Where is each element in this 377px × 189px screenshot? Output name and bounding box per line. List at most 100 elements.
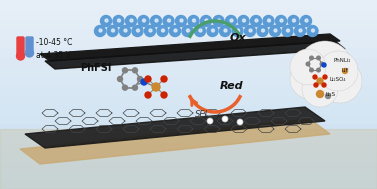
Bar — [0, 170, 377, 180]
Circle shape — [262, 29, 265, 32]
Circle shape — [167, 19, 170, 22]
Circle shape — [141, 79, 147, 85]
Bar — [0, 132, 377, 142]
Circle shape — [318, 59, 362, 103]
Circle shape — [276, 15, 287, 26]
FancyBboxPatch shape — [26, 37, 33, 54]
Circle shape — [342, 68, 348, 74]
Circle shape — [322, 63, 326, 67]
Circle shape — [126, 15, 136, 26]
Circle shape — [124, 29, 127, 32]
Circle shape — [306, 62, 310, 66]
Text: PhFSI: PhFSI — [80, 63, 111, 73]
Circle shape — [250, 15, 262, 26]
Bar — [0, 0, 377, 9]
Bar — [0, 180, 377, 189]
Circle shape — [290, 49, 326, 85]
Circle shape — [195, 26, 205, 36]
Circle shape — [290, 59, 330, 99]
Circle shape — [318, 51, 358, 91]
Circle shape — [222, 116, 228, 122]
Circle shape — [145, 76, 151, 82]
Circle shape — [305, 19, 308, 22]
Circle shape — [101, 15, 112, 26]
Circle shape — [130, 19, 133, 22]
Circle shape — [170, 26, 181, 36]
Circle shape — [224, 29, 227, 32]
Bar — [0, 57, 377, 66]
Circle shape — [317, 78, 323, 84]
Bar — [0, 66, 377, 76]
Circle shape — [182, 26, 193, 36]
Circle shape — [161, 92, 167, 98]
Circle shape — [123, 85, 127, 90]
Circle shape — [207, 118, 213, 124]
Bar — [0, 94, 377, 104]
Circle shape — [287, 29, 290, 32]
Circle shape — [138, 15, 149, 26]
Circle shape — [300, 15, 311, 26]
Circle shape — [320, 62, 324, 66]
Text: Red: Red — [220, 81, 244, 91]
Circle shape — [99, 29, 102, 32]
Circle shape — [317, 56, 320, 60]
Text: -10-45 °C
at 4.35 V: -10-45 °C at 4.35 V — [36, 38, 72, 60]
Circle shape — [132, 26, 143, 36]
Bar — [0, 85, 377, 94]
Circle shape — [274, 29, 277, 32]
Circle shape — [245, 26, 256, 36]
Circle shape — [314, 83, 318, 87]
Bar — [0, 113, 377, 123]
Circle shape — [311, 29, 314, 32]
Text: PhNLi₂: PhNLi₂ — [334, 58, 351, 63]
Bar — [0, 19, 377, 28]
Circle shape — [95, 26, 106, 36]
FancyBboxPatch shape — [17, 37, 24, 57]
Circle shape — [123, 68, 127, 73]
Bar — [0, 161, 377, 170]
Bar — [0, 123, 377, 132]
Circle shape — [144, 26, 155, 36]
Circle shape — [322, 83, 326, 87]
Text: SEI: SEI — [195, 110, 208, 119]
Circle shape — [288, 15, 299, 26]
Circle shape — [282, 26, 293, 36]
Circle shape — [118, 77, 123, 81]
Circle shape — [207, 26, 218, 36]
Circle shape — [257, 26, 268, 36]
Polygon shape — [40, 34, 340, 61]
Circle shape — [157, 26, 168, 36]
Circle shape — [120, 26, 130, 36]
Circle shape — [149, 29, 152, 32]
Bar — [0, 47, 377, 57]
Circle shape — [255, 19, 258, 22]
Circle shape — [118, 19, 121, 22]
Circle shape — [136, 29, 139, 32]
Circle shape — [187, 29, 190, 32]
Text: Li₂S: Li₂S — [325, 92, 335, 97]
Circle shape — [236, 29, 239, 32]
Circle shape — [132, 85, 138, 90]
Circle shape — [199, 29, 202, 32]
FancyBboxPatch shape — [0, 129, 377, 189]
Circle shape — [263, 15, 274, 26]
Circle shape — [112, 29, 115, 32]
Circle shape — [310, 68, 313, 72]
Polygon shape — [25, 107, 325, 148]
Polygon shape — [45, 41, 345, 69]
Circle shape — [201, 15, 211, 26]
Text: LiF: LiF — [342, 68, 349, 73]
Bar — [0, 142, 377, 151]
Circle shape — [213, 15, 224, 26]
Circle shape — [317, 91, 323, 98]
Bar — [0, 104, 377, 113]
Circle shape — [270, 26, 280, 36]
Circle shape — [105, 19, 108, 22]
Bar — [0, 151, 377, 161]
Circle shape — [145, 92, 151, 98]
Circle shape — [17, 52, 25, 60]
Circle shape — [310, 56, 313, 60]
Circle shape — [211, 29, 215, 32]
Circle shape — [268, 19, 271, 22]
Circle shape — [26, 49, 34, 57]
